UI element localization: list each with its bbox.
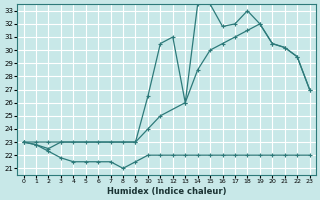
X-axis label: Humidex (Indice chaleur): Humidex (Indice chaleur) [107, 187, 226, 196]
